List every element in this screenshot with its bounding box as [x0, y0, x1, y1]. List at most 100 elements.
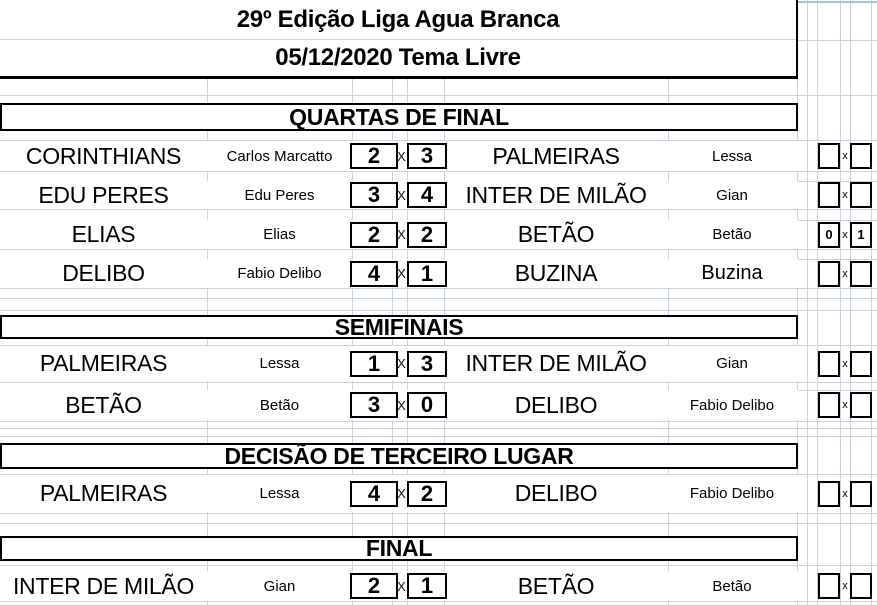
match-row: PALMEIRAS Lessa 1 X 3 INTER DE MILÃO Gia… [0, 346, 877, 381]
team2-cell: BUZINA [514, 260, 598, 286]
penalty1-cell[interactable] [818, 143, 840, 169]
gridline [850, 0, 851, 605]
player1-cell: Gian [263, 577, 296, 595]
section-title-terceiro: DECISÃO DE TERCEIRO LUGAR [0, 443, 798, 469]
penalty-separator: x [842, 228, 848, 241]
score2-cell[interactable]: 3 [407, 143, 447, 169]
gridline [0, 171, 877, 172]
score1-cell[interactable]: 3 [350, 182, 398, 208]
penalty-separator: x [842, 150, 848, 162]
penalty-separator: x [842, 267, 848, 280]
section-title-semifinais: SEMIFINAIS [0, 314, 798, 340]
penalty2-cell[interactable] [850, 182, 872, 208]
penalty2-cell[interactable] [850, 480, 872, 507]
player1-cell: Elias [263, 226, 296, 243]
player2-cell: Betão [712, 226, 752, 243]
penalty1-cell[interactable]: 0 [818, 221, 840, 248]
team1-cell: CORINTHIANS [25, 142, 182, 169]
match-row: INTER DE MILÃO Gian 2 X 1 BETÃO Betão x [0, 571, 877, 601]
player1-cell: Edu Peres [244, 186, 315, 204]
penalty1-cell[interactable] [818, 182, 840, 208]
score-separator: X [397, 187, 406, 203]
player1-cell: Carlos Marcatto [226, 147, 333, 165]
gridline [807, 0, 808, 605]
section-title-quartas: QUARTAS DE FINAL [0, 103, 798, 131]
gridline [0, 421, 877, 422]
team2-cell: PALMEIRAS [492, 142, 620, 169]
team2-cell: BETÃO [517, 221, 595, 247]
match-row: CORINTHIANS Carlos Marcatto 2 X 3 PALMEI… [0, 141, 877, 171]
team1-cell: INTER DE MILÃO [12, 572, 195, 599]
team1-cell: PALMEIRAS [39, 480, 168, 506]
penalty-separator: x [842, 357, 848, 370]
penalty-separator: x [842, 399, 848, 411]
penalty2-cell[interactable] [850, 573, 872, 599]
player1-cell: Lessa [259, 485, 300, 502]
header-title: 29º Edição Liga Agua Branca [236, 5, 560, 33]
penalty2-cell[interactable]: 1 [850, 221, 872, 248]
gridline [0, 382, 877, 383]
team1-cell: EDU PERES [38, 181, 169, 208]
penalty1-cell[interactable] [818, 392, 840, 418]
player2-cell: Gian [716, 355, 748, 372]
player2-cell: Buzina [701, 262, 763, 284]
score1-cell[interactable]: 2 [350, 573, 398, 599]
score2-cell[interactable]: 4 [407, 182, 447, 208]
player1-cell: Betão [259, 396, 300, 414]
gridline [0, 601, 877, 602]
header-subtitle: 05/12/2020 Tema Livre [275, 44, 521, 71]
player2-cell: Fabio Delibo [689, 396, 775, 414]
player2-cell: Lessa [711, 147, 753, 165]
score2-cell[interactable]: 1 [407, 260, 447, 287]
team2-cell: INTER DE MILÃO [465, 350, 647, 376]
score-separator: X [397, 397, 406, 413]
score1-cell[interactable]: 2 [350, 143, 398, 169]
score-separator: X [397, 266, 406, 281]
gridline [871, 0, 872, 605]
score2-cell[interactable]: 2 [407, 221, 447, 248]
gridline [0, 310, 877, 311]
penalty-separator: x [842, 189, 848, 201]
score2-cell[interactable]: 1 [407, 573, 447, 599]
score2-cell[interactable]: 0 [407, 392, 447, 418]
penalty1-cell[interactable] [818, 573, 840, 599]
score-separator: X [397, 227, 406, 242]
score-separator: X [397, 578, 406, 594]
penalty2-cell[interactable] [850, 392, 872, 418]
gridline [0, 513, 877, 514]
match-row: DELIBO Fabio Delibo 4 X 1 BUZINA Buzina … [0, 259, 877, 288]
penalty1-cell[interactable] [818, 350, 840, 377]
match-row: PALMEIRAS Lessa 4 X 2 DELIBO Fabio Delib… [0, 475, 877, 512]
score-separator: X [397, 486, 406, 501]
score2-cell[interactable]: 3 [407, 350, 447, 377]
gridline [0, 95, 877, 96]
player2-cell: Gian [716, 186, 748, 204]
player1-cell: Lessa [259, 355, 300, 372]
team1-cell: DELIBO [62, 260, 145, 286]
score1-cell[interactable]: 4 [350, 480, 398, 507]
team2-cell: DELIBO [514, 391, 598, 418]
score1-cell[interactable]: 2 [350, 221, 398, 248]
player1-cell: Fabio Delibo [237, 265, 322, 282]
gridline [0, 288, 877, 289]
penalty-separator: x [842, 487, 848, 500]
score2-cell[interactable]: 2 [407, 480, 447, 507]
penalty2-cell[interactable] [850, 260, 872, 287]
gridline [0, 298, 877, 299]
score-separator: X [397, 356, 406, 371]
score1-cell[interactable]: 1 [350, 350, 398, 377]
score1-cell[interactable]: 4 [350, 260, 398, 287]
penalty2-cell[interactable] [850, 143, 872, 169]
score-separator: X [397, 148, 406, 164]
penalty1-cell[interactable] [818, 260, 840, 287]
penalty1-cell[interactable] [818, 480, 840, 507]
player2-cell: Betão [712, 577, 752, 595]
gridline [0, 428, 877, 429]
match-row: BETÃO Betão 3 X 0 DELIBO Fabio Delibo x [0, 390, 877, 420]
gridline [0, 209, 877, 210]
gridline [0, 565, 877, 566]
score1-cell[interactable]: 3 [350, 392, 398, 418]
gridline [0, 523, 877, 524]
penalty2-cell[interactable] [850, 350, 872, 377]
